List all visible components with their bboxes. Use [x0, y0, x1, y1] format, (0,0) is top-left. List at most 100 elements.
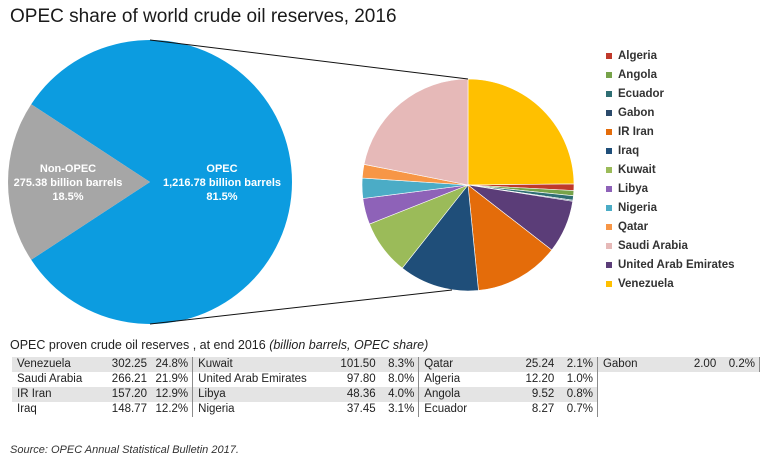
pie-slice-venezuela — [467, 78, 575, 186]
cell-country — [597, 387, 669, 402]
table-heading-text: OPEC proven crude oil reserves , at end … — [10, 338, 266, 352]
legend-swatch — [606, 280, 612, 287]
legend-item-kuwait: Kuwait — [606, 160, 756, 179]
legend-swatch — [606, 223, 612, 230]
legend-item-united-arab-emirates: United Arab Emirates — [606, 255, 756, 274]
cell-value: 37.45 — [323, 402, 378, 417]
cell-value: 302.25 — [93, 357, 149, 372]
cell-country — [597, 402, 669, 417]
legend-swatch — [606, 242, 612, 249]
legend-swatch — [606, 109, 612, 116]
label-non-opec-value: 275.38 billion barrels — [14, 177, 123, 189]
legend-item-gabon: Gabon — [606, 103, 756, 122]
legend-swatch — [606, 147, 612, 154]
legend-swatch — [606, 71, 612, 78]
cell-value: 97.80 — [323, 372, 378, 387]
legend-label: Angola — [618, 68, 657, 81]
cell-value: 12.20 — [504, 372, 557, 387]
chart-title: OPEC share of world crude oil reserves, … — [10, 6, 397, 27]
cell-value — [668, 372, 719, 387]
legend-label: Venezuela — [618, 277, 674, 290]
legend-item-iraq: Iraq — [606, 141, 756, 160]
table-heading: OPEC proven crude oil reserves , at end … — [10, 338, 428, 352]
cell-share: 2.1% — [556, 357, 598, 372]
label-opec-share: 81.5% — [206, 191, 237, 203]
cell-value: 48.36 — [323, 387, 378, 402]
cell-share: 0.2% — [718, 357, 760, 372]
legend-swatch — [606, 204, 612, 211]
label-non-opec-share: 18.5% — [52, 191, 83, 203]
cell-value: 148.77 — [93, 402, 149, 417]
table-row: Iraq 148.77 12.2% Nigeria 37.45 3.1% Ecuador 8.… — [12, 402, 760, 417]
cell-share: 8.0% — [377, 372, 420, 387]
cell-value: 8.27 — [504, 402, 557, 417]
pie-slice-non-opec — [7, 104, 150, 260]
cell-value: 157.20 — [93, 387, 149, 402]
cell-value — [668, 402, 719, 417]
pie-slice-iraq — [401, 184, 479, 292]
cell-value: 101.50 — [323, 357, 378, 372]
legend-swatch — [606, 185, 612, 192]
table-heading-note: (billion barrels, OPEC share) — [269, 338, 429, 352]
cell-share — [718, 387, 760, 402]
legend-label: Algeria — [618, 49, 657, 62]
pie-charts: OPEC 1,216.78 billion barrels 81.5% Non-OPE… — [7, 39, 575, 325]
cell-share: 0.7% — [556, 402, 598, 417]
legend-label: Qatar — [618, 220, 649, 233]
cell-share: 0.8% — [556, 387, 598, 402]
cell-country: Venezuela — [12, 357, 94, 372]
cell-share: 3.1% — [377, 402, 420, 417]
cell-country: Iraq — [12, 402, 94, 417]
cell-share: 12.2% — [148, 402, 194, 417]
cell-value: 2.00 — [668, 357, 719, 372]
legend-item-ir-iran: IR Iran — [606, 122, 756, 141]
label-non-opec-name: Non-OPEC — [40, 163, 96, 175]
cell-share — [718, 372, 760, 387]
cell-share: 12.9% — [148, 387, 194, 402]
legend-label: Ecuador — [618, 87, 665, 100]
connector-bottom — [149, 289, 453, 325]
cell-country: IR Iran — [12, 387, 94, 402]
cell-share: 8.3% — [377, 357, 420, 372]
pie-slice-saudi-arabia — [363, 78, 469, 186]
legend-label: Iraq — [618, 144, 640, 157]
legend-swatch — [606, 128, 612, 135]
cell-country: Qatar — [418, 357, 505, 372]
legend: Algeria Angola Ecuador Gabon IR Iran Iraq Kuwa… — [606, 46, 756, 293]
cell-country: Gabon — [597, 357, 669, 372]
legend-label: Saudi Arabia — [618, 239, 688, 252]
label-opec-value: 1,216.78 billion barrels — [163, 177, 281, 189]
cell-share: 24.8% — [148, 357, 194, 372]
cell-country: Nigeria — [192, 402, 324, 417]
connector-top — [149, 39, 469, 80]
legend-label: IR Iran — [618, 125, 654, 138]
cell-country: Saudi Arabia — [12, 372, 94, 387]
source-note: Source: OPEC Annual Statistical Bulletin… — [10, 444, 239, 456]
legend-swatch — [606, 261, 612, 268]
legend-label: Libya — [618, 182, 649, 195]
legend-swatch — [606, 166, 612, 173]
cell-country: Ecuador — [418, 402, 505, 417]
legend-label: Kuwait — [618, 163, 656, 176]
cell-value — [668, 387, 719, 402]
legend-item-algeria: Algeria — [606, 46, 756, 65]
cell-share: 1.0% — [556, 372, 598, 387]
legend-item-libya: Libya — [606, 179, 756, 198]
legend-item-angola: Angola — [606, 65, 756, 84]
cell-country: Kuwait — [192, 357, 324, 372]
legend-label: Gabon — [618, 106, 655, 119]
cell-share: 4.0% — [377, 387, 420, 402]
cell-country — [597, 372, 669, 387]
legend-item-ecuador: Ecuador — [606, 84, 756, 103]
reserves-table: Venezuela 302.25 24.8% Kuwait 101.50 8.3% Qata… — [12, 357, 760, 417]
cell-share — [718, 402, 760, 417]
cell-country: Algeria — [418, 372, 505, 387]
pie-slice-opec — [31, 40, 293, 324]
cell-share: 21.9% — [148, 372, 194, 387]
legend-item-venezuela: Venezuela — [606, 274, 756, 293]
legend-label: United Arab Emirates — [618, 258, 735, 271]
cell-value: 9.52 — [504, 387, 557, 402]
pie-slice-ir-iran — [467, 184, 553, 291]
legend-item-saudi-arabia: Saudi Arabia — [606, 236, 756, 255]
legend-item-nigeria: Nigeria — [606, 198, 756, 217]
